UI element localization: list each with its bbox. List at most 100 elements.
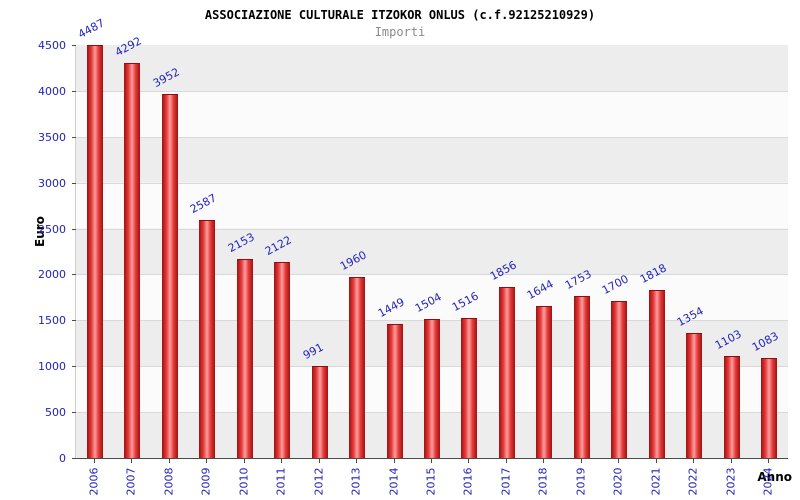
x-tick-label: 2019 — [574, 467, 588, 496]
y-tick-mark — [72, 412, 76, 414]
bar-value-label: 1504 — [412, 290, 444, 315]
bar — [686, 332, 703, 458]
x-tick-mark — [168, 459, 170, 463]
x-tick-label: 2008 — [162, 467, 176, 496]
bar — [573, 296, 590, 458]
bar-value-label: 1960 — [337, 248, 369, 274]
y-tick-mark — [72, 182, 76, 184]
y-tick-mark — [72, 274, 76, 276]
bar — [611, 300, 628, 458]
bar-value-label: 2122 — [262, 233, 294, 259]
bar — [161, 94, 178, 458]
bar — [461, 317, 478, 458]
bar-value-label: 1700 — [600, 272, 632, 297]
y-tick-mark — [72, 90, 76, 92]
x-tick-mark — [431, 459, 432, 463]
bar-value-label: 1644 — [525, 277, 557, 303]
y-tick-mark — [72, 366, 76, 368]
x-tick-mark — [768, 459, 770, 463]
y-tick-label: 0 — [59, 452, 66, 465]
bar-value-label: 1753 — [562, 267, 594, 293]
chart-title: ASSOCIAZIONE CULTURALE ITZOKOR ONLUS (c.… — [204, 8, 596, 22]
x-tick-mark — [318, 459, 320, 463]
bar — [761, 357, 778, 458]
bar-value-label: 3952 — [150, 65, 182, 91]
y-tick-mark — [72, 458, 76, 459]
y-tick-label: 500 — [45, 406, 66, 420]
y-tick-label: 4500 — [38, 39, 66, 52]
bar-value-label: 2587 — [188, 190, 219, 216]
x-tick-label: 2022 — [686, 467, 700, 496]
bar — [124, 63, 141, 458]
y-tick-label: 1500 — [38, 314, 66, 328]
x-tick-label: 2014 — [387, 467, 401, 496]
y-tick-label: 1000 — [38, 360, 66, 374]
x-tick-mark — [243, 459, 245, 463]
x-tick-mark — [505, 459, 507, 463]
y-tick-label: 2500 — [38, 222, 66, 236]
bar-value-label: 1354 — [675, 304, 707, 329]
y-tick-label: 4000 — [38, 84, 66, 98]
x-tick-label: 2011 — [274, 467, 288, 496]
x-tick-label: 2024 — [761, 467, 775, 496]
x-tick-mark — [580, 459, 582, 463]
y-tick-mark — [72, 136, 76, 138]
bar — [386, 324, 403, 458]
x-tick-label: 2009 — [199, 467, 213, 496]
x-tick-label: 2012 — [312, 467, 326, 496]
x-tick-label: 2017 — [499, 467, 513, 496]
y-tick-label: 2000 — [38, 268, 66, 282]
bar — [424, 318, 440, 458]
x-tick-label: 2007 — [124, 467, 138, 496]
gridline — [76, 228, 788, 230]
x-tick-label: 2021 — [649, 467, 663, 496]
x-tick-label: 2023 — [724, 467, 738, 496]
plot-area: 4487 4292 3952 2587 2153 2122 991 1960 1449 1504 1… — [75, 17, 788, 459]
bar — [311, 366, 328, 458]
x-tick-mark — [655, 459, 657, 463]
x-tick-mark — [93, 459, 95, 463]
bar — [349, 277, 366, 458]
bar-value-label: 1449 — [375, 295, 407, 321]
x-tick-mark — [543, 459, 545, 463]
x-tick-mark — [618, 459, 620, 463]
bar — [86, 45, 103, 458]
bar — [648, 290, 665, 458]
x-tick-label: 2010 — [237, 467, 251, 496]
x-axis-title: Anno — [757, 470, 792, 484]
bar-value-label: 1856 — [487, 258, 519, 283]
x-tick-label: 2015 — [424, 467, 438, 496]
bar — [236, 259, 253, 458]
x-tick-label: 2020 — [611, 467, 625, 496]
y-tick-label: 3000 — [38, 176, 66, 190]
bar-value-label: 1818 — [637, 261, 669, 287]
x-tick-mark — [356, 459, 358, 463]
bar — [498, 286, 515, 458]
x-tick-mark — [393, 459, 395, 463]
bar-value-label: 1083 — [750, 328, 781, 354]
y-tick-label: 3500 — [38, 130, 66, 144]
x-tick-mark — [693, 459, 695, 463]
bar-value-label: 1103 — [712, 327, 744, 352]
bar-value-label: 991 — [300, 340, 326, 363]
gridline — [76, 136, 788, 138]
x-tick-mark — [730, 459, 732, 463]
bar — [199, 219, 216, 458]
y-tick-mark — [72, 320, 76, 322]
y-tick-mark — [72, 228, 76, 230]
bar-value-label: 1516 — [450, 289, 482, 314]
x-tick-label: 2006 — [87, 467, 101, 496]
bar — [274, 262, 291, 458]
x-tick-label: 2013 — [349, 467, 363, 496]
x-tick-mark — [206, 459, 208, 463]
x-tick-label: 2016 — [461, 467, 475, 496]
bar — [536, 306, 553, 458]
bar — [723, 355, 740, 458]
chart-subtitle: Importi — [374, 25, 426, 39]
y-tick-mark — [72, 45, 76, 46]
gridline — [76, 90, 788, 92]
x-tick-mark — [131, 459, 133, 463]
x-tick-label: 2018 — [536, 467, 550, 496]
x-tick-mark — [468, 459, 470, 463]
